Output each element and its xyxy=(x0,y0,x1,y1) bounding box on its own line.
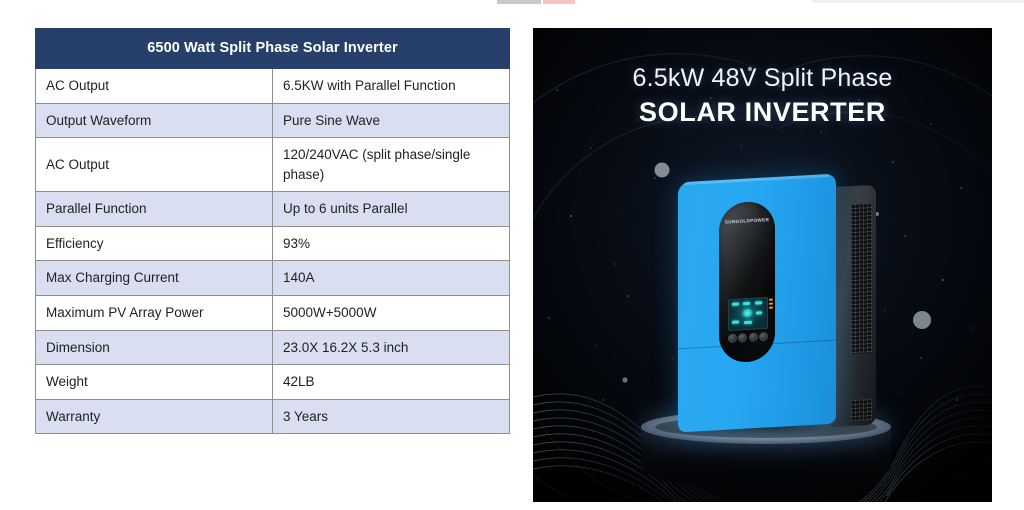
device-button xyxy=(738,332,748,343)
table-row: AC Output 6.5KW with Parallel Function xyxy=(35,68,510,104)
status-led-icon xyxy=(769,298,773,301)
lcd-node-icon xyxy=(743,301,750,306)
status-led-icon xyxy=(769,306,773,309)
spec-value: 93% xyxy=(272,225,510,262)
top-gray-bar-fragment xyxy=(497,0,541,4)
specification-table-container: 6500 Watt Split Phase Solar Inverter AC … xyxy=(35,27,510,435)
orbit-arcs xyxy=(533,53,992,499)
spec-label: Warranty xyxy=(35,398,273,435)
lcd-node-icon xyxy=(756,311,762,315)
brand-logo: SUNGOLDPOWER xyxy=(719,217,775,225)
table-row: Maximum PV Array Power 5000W+5000W xyxy=(35,294,510,331)
table-row: Weight 42LB xyxy=(35,364,510,400)
device-button xyxy=(728,333,737,344)
device-lcd-display xyxy=(728,296,768,332)
spec-value: 42LB xyxy=(272,364,510,400)
device-lower-vent xyxy=(851,398,872,423)
spec-value: 23.0X 16.2X 5.3 inch xyxy=(272,329,510,366)
spec-label: Output Waveform xyxy=(35,102,273,139)
table-row: Parallel Function Up to 6 units Parallel xyxy=(35,191,510,227)
spec-label: Max Charging Current xyxy=(35,260,273,296)
table-row: Warranty 3 Years xyxy=(35,398,510,435)
lcd-node-icon xyxy=(732,320,739,324)
top-light-strip-fragment xyxy=(812,0,1024,3)
spec-label: Maximum PV Array Power xyxy=(35,294,273,331)
orbit-nodes xyxy=(622,66,931,383)
product-hero-image: 6.5kW 48V Split Phase SOLAR INVERTER SUN… xyxy=(533,28,992,502)
table-row: Dimension 23.0X 16.2X 5.3 inch xyxy=(35,329,510,366)
device-button xyxy=(758,331,768,342)
spec-value: 120/240VAC (split phase/single phase) xyxy=(272,137,510,193)
spec-value: Pure Sine Wave xyxy=(272,102,510,139)
spec-value: 3 Years xyxy=(272,398,510,435)
status-led-icon xyxy=(769,302,773,305)
table-body: AC Output 6.5KW with Parallel Function O… xyxy=(35,68,510,435)
device-button xyxy=(748,332,758,342)
table-title: 6500 Watt Split Phase Solar Inverter xyxy=(35,27,510,70)
spec-value: 5000W+5000W xyxy=(272,294,510,331)
spec-label: Dimension xyxy=(35,329,273,366)
spec-label: Efficiency xyxy=(35,225,273,262)
table-row: Output Waveform Pure Sine Wave xyxy=(35,102,510,139)
table-row: AC Output 120/240VAC (split phase/single… xyxy=(35,137,510,193)
device-heatsink xyxy=(830,184,876,428)
table-header-row: 6500 Watt Split Phase Solar Inverter xyxy=(35,27,510,70)
spec-value: 140A xyxy=(272,260,510,296)
table-row: Max Charging Current 140A xyxy=(35,260,510,296)
lcd-node-icon xyxy=(732,302,739,306)
lcd-node-icon xyxy=(755,301,762,305)
wave-lines-right xyxy=(858,385,992,502)
spec-value: Up to 6 units Parallel xyxy=(272,191,510,227)
spec-label: AC Output xyxy=(35,68,273,104)
solar-inverter-device: SUNGOLDPOWER xyxy=(678,173,876,433)
table-header: 6500 Watt Split Phase Solar Inverter xyxy=(35,27,510,70)
device-faceplate: SUNGOLDPOWER xyxy=(719,200,775,364)
spec-label: AC Output xyxy=(35,137,273,193)
starfield xyxy=(548,85,974,439)
specification-table: 6500 Watt Split Phase Solar Inverter AC … xyxy=(35,27,510,435)
spec-label: Weight xyxy=(35,364,273,400)
lcd-node-icon xyxy=(744,320,752,325)
spec-value: 6.5KW with Parallel Function xyxy=(272,68,510,104)
spec-label: Parallel Function xyxy=(35,191,273,227)
device-status-leds xyxy=(769,298,773,311)
table-row: Efficiency 93% xyxy=(35,225,510,262)
top-pink-bar-fragment xyxy=(543,0,575,4)
